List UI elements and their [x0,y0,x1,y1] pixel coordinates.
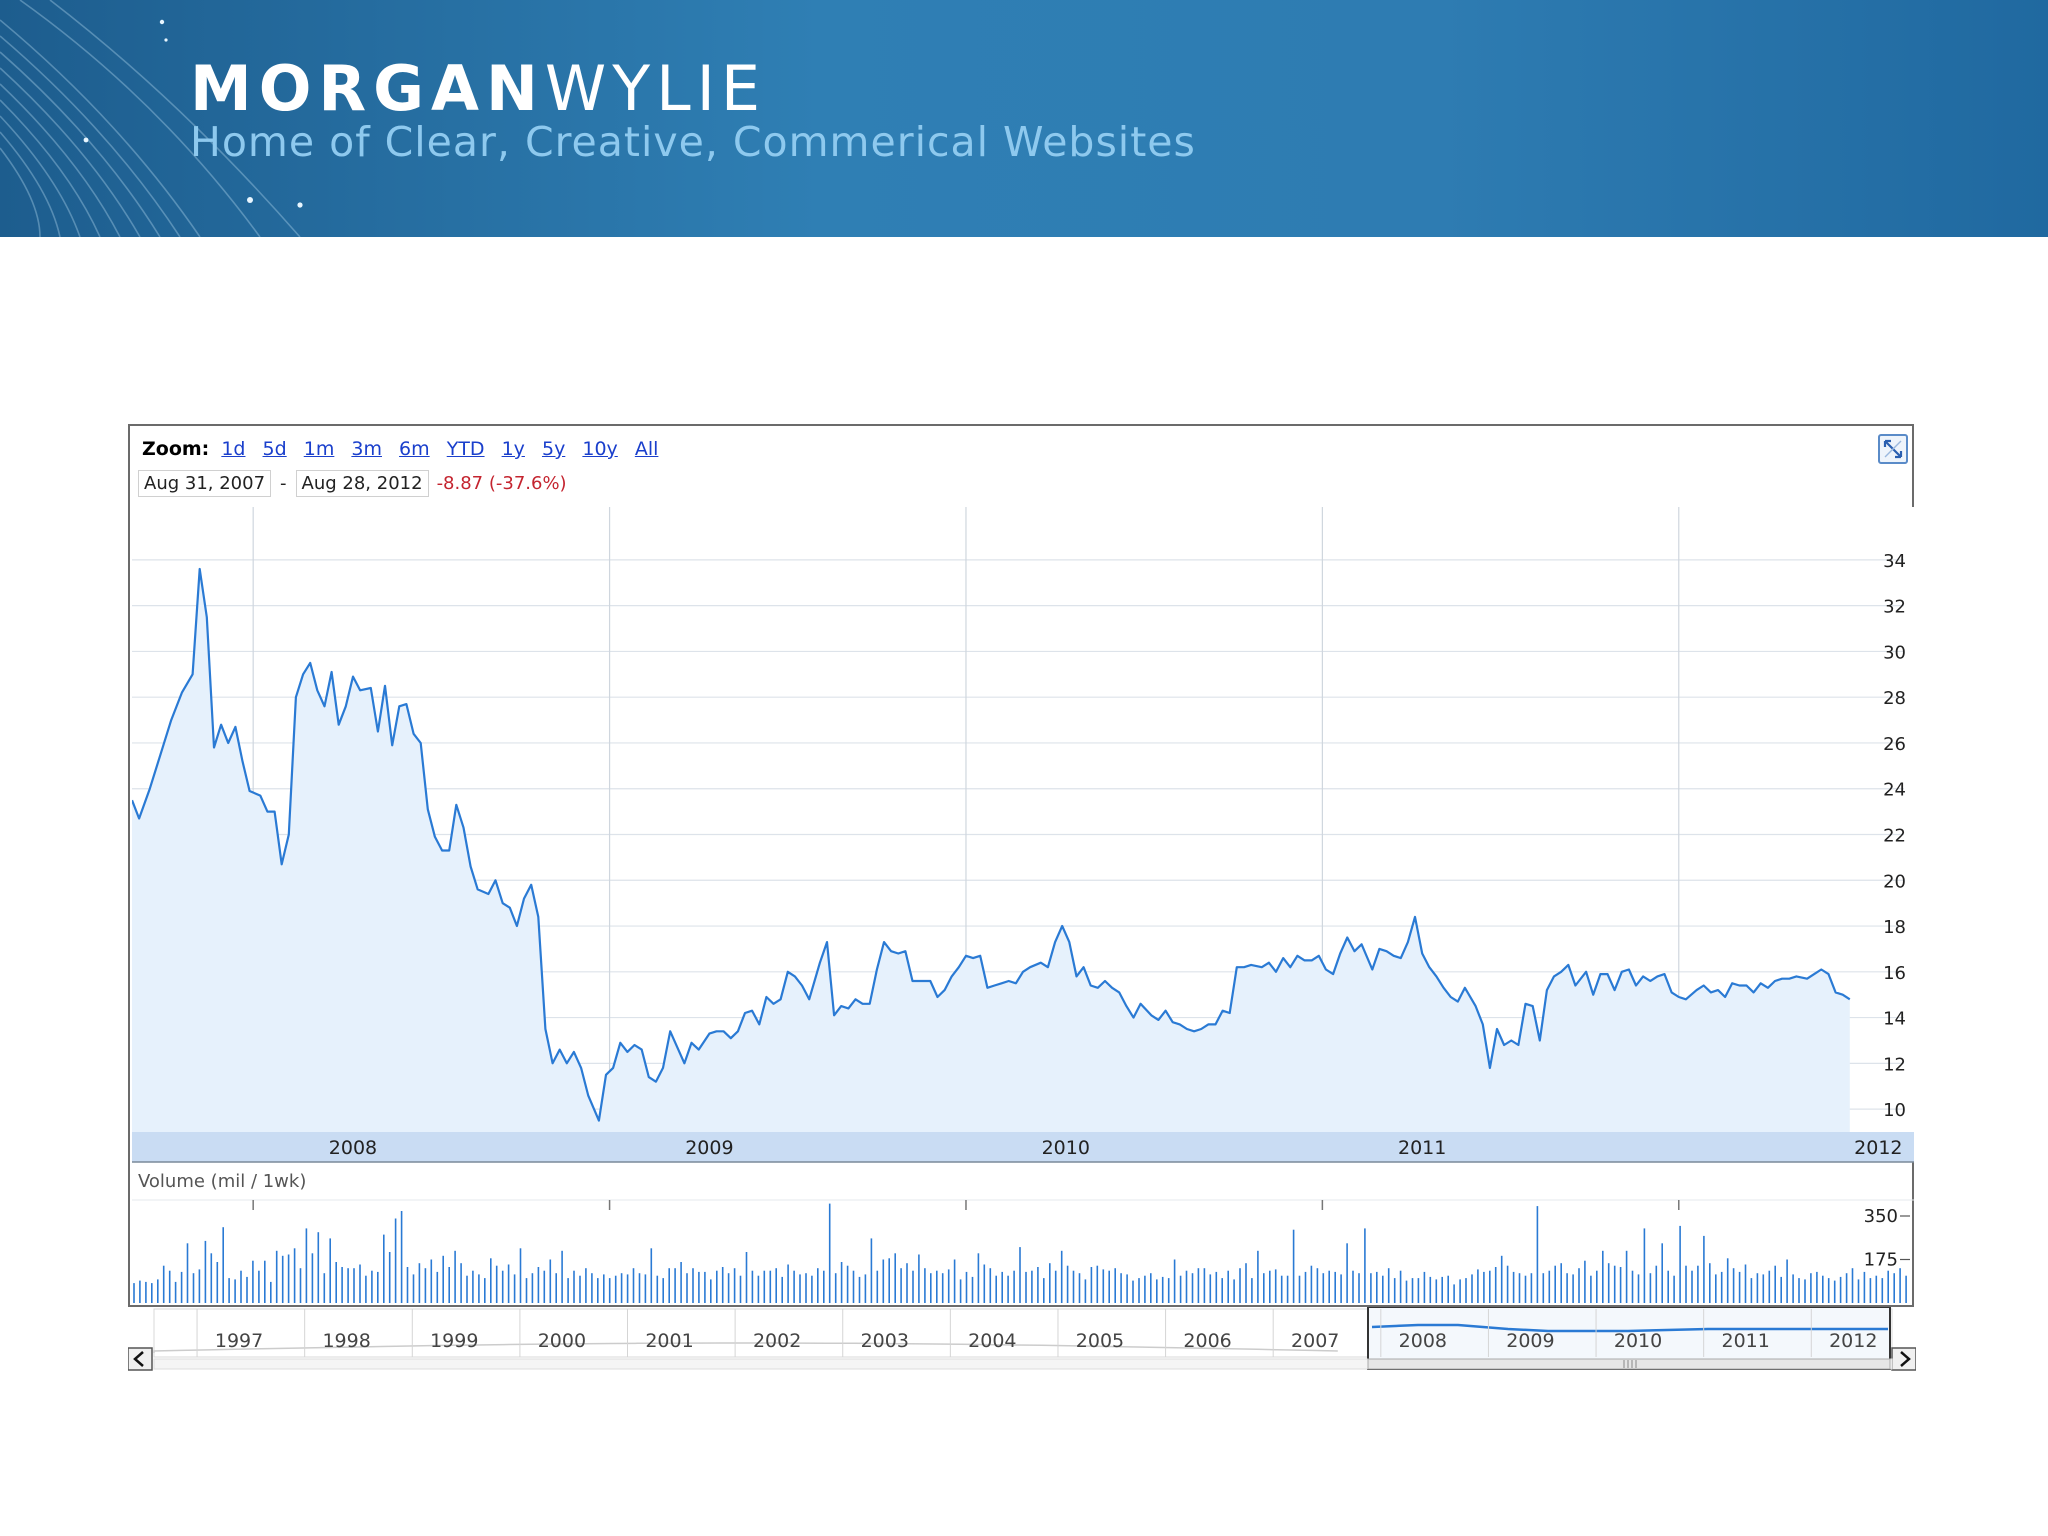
navigator-year-label: 1999 [430,1330,478,1352]
navigator-left-button[interactable] [128,1347,153,1371]
date-separator: - [280,473,287,494]
date-range-row: Aug 31, 2007 - Aug 28, 2012 -8.87 (-37.6… [138,470,567,497]
price-tick-label: 34 [1883,551,1906,572]
stock-chart-widget: Zoom: 1d 5d 1m 3m 6m YTD 1y 5y 10y All A… [128,424,1916,1394]
zoom-ytd[interactable]: YTD [446,438,485,460]
navigator-year-label: 2003 [861,1330,909,1352]
navigator-year-label: 2006 [1183,1330,1231,1352]
end-date-field[interactable]: Aug 28, 2012 [295,470,429,497]
price-line [132,567,1851,1122]
navigator-history-line [153,1342,1338,1353]
start-date-field[interactable]: Aug 31, 2007 [138,470,272,497]
navigator-strip[interactable]: 1997 1998 1999 2000 2001 2002 2003 2004 2005 2006… [128,1307,1916,1394]
chevron-right-icon [1900,1351,1911,1367]
price-tick-label: 10 [1883,1100,1906,1121]
zoom-3m[interactable]: 3m [351,438,382,460]
price-tick-label: 16 [1883,963,1906,984]
navigator-year-label: 2001 [645,1330,693,1352]
brand-tagline: Home of Clear, Creative, Commerical Webs… [190,118,1196,166]
zoom-label: Zoom: [142,438,210,460]
banner-arcs-decoration [0,0,303,237]
site-banner: MORGANWYLIE Home of Clear, Creative, Com… [0,0,2048,237]
navigator-year-label: 2010 [1614,1330,1662,1352]
zoom-bar: Zoom: 1d 5d 1m 3m 6m YTD 1y 5y 10y All [142,438,669,460]
price-change: -8.87 (-37.6%) [436,473,567,494]
navigator-scroll-thumb[interactable] [1367,1358,1891,1370]
price-area-fill [132,569,1850,1132]
expand-arrows-icon [1883,439,1903,459]
zoom-5y[interactable]: 5y [541,438,566,460]
year-axis-label: 2011 [1398,1137,1446,1159]
chevron-left-icon [133,1351,144,1367]
price-tick-label: 30 [1883,642,1906,663]
navigator-year-label: 2011 [1721,1330,1769,1352]
volume-label: Volume (mil / 1wk) [138,1171,306,1192]
brand-name-part1: MORGAN [190,52,545,125]
volume-tick-label: 350 [1864,1206,1898,1227]
grip-handle-icon [1623,1360,1637,1368]
chart-canvas: 34 32 30 28 26 24 22 20 18 16 14 12 10 2008 2009 2010 20… [132,507,1914,1303]
navigator-selection-line [1371,1323,1888,1333]
zoom-6m[interactable]: 6m [399,438,430,460]
zoom-1d[interactable]: 1d [221,438,246,460]
zoom-1y[interactable]: 1y [501,438,525,460]
price-tick-label: 22 [1883,826,1906,847]
price-tick-label: 32 [1883,597,1906,618]
year-axis-label: 2008 [329,1137,377,1159]
brand-name-part2: WYLIE [544,52,767,125]
navigator-year-label: 1998 [322,1330,370,1352]
year-axis-label: 2012 [1854,1137,1902,1159]
price-tick-label: 14 [1883,1009,1906,1030]
navigator-scrollbar[interactable] [153,1358,1893,1370]
navigator-year-label: 1997 [215,1330,263,1352]
zoom-10y[interactable]: 10y [582,438,618,460]
navigator-year-label: 2005 [1076,1330,1124,1352]
price-tick-label: 18 [1883,917,1906,938]
year-axis-band [132,1132,1914,1162]
year-axis-label: 2009 [685,1137,733,1159]
expand-button[interactable] [1878,434,1908,464]
navigator-year-label: 2004 [968,1330,1016,1352]
volume-tick-label: 175 [1864,1250,1898,1271]
zoom-5d[interactable]: 5d [262,438,287,460]
navigator-year-label: 2008 [1399,1330,1447,1352]
price-tick-label: 26 [1883,734,1906,755]
brand-logo[interactable]: MORGANWYLIE [190,52,766,125]
navigator-year-label: 2012 [1829,1330,1877,1352]
zoom-1m[interactable]: 1m [303,438,335,460]
price-tick-label: 12 [1883,1054,1906,1075]
navigator-year-label: 2009 [1506,1330,1554,1352]
price-tick-label: 28 [1883,688,1906,709]
chart-frame: Zoom: 1d 5d 1m 3m 6m YTD 1y 5y 10y All A… [128,424,1914,1307]
navigator-right-button[interactable] [1891,1347,1916,1371]
navigator-year-label: 2000 [538,1330,586,1352]
navigator-year-label: 2002 [753,1330,801,1352]
price-tick-label: 24 [1883,780,1906,801]
zoom-all[interactable]: All [634,438,659,460]
navigator-year-label: 2007 [1291,1330,1339,1352]
year-axis-label: 2010 [1042,1137,1090,1159]
price-tick-label: 20 [1883,871,1906,892]
